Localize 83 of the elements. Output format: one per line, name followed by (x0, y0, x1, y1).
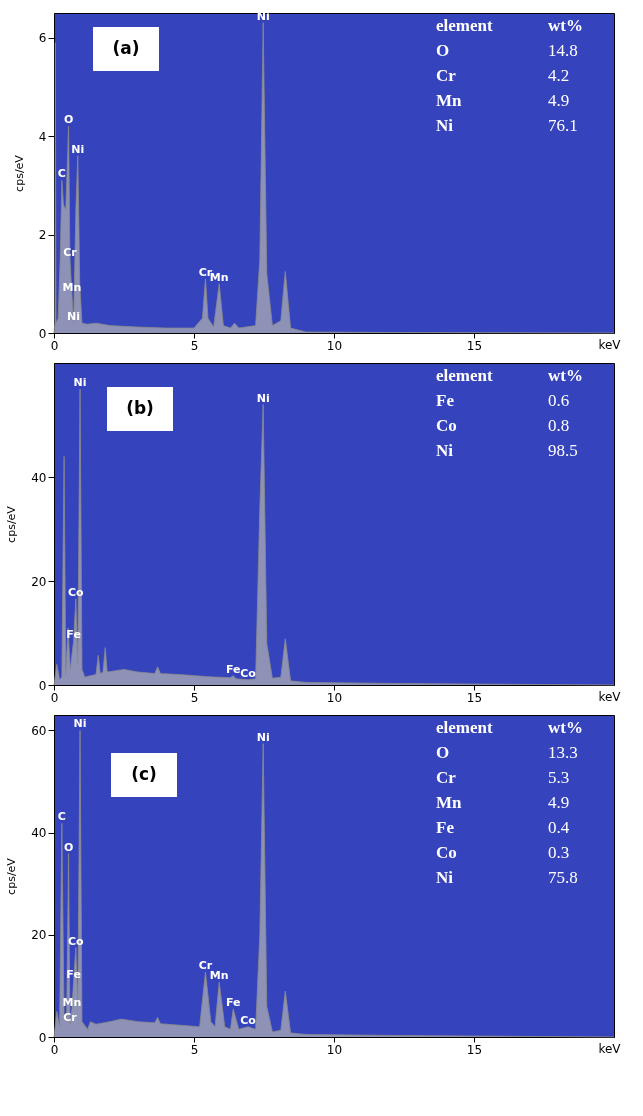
annotation: C (57, 167, 66, 181)
annotation: Fe (225, 662, 241, 676)
annotation: 4.2 (548, 65, 570, 85)
x-tick-label: 15 (466, 1042, 483, 1057)
annotation: Mn (436, 792, 463, 812)
x-tick-label: 0 (50, 690, 59, 705)
annotation: Ni (256, 730, 270, 744)
annotation: Co (68, 934, 85, 948)
y-tick-label: 60 (31, 723, 47, 738)
annotation: Ni (436, 867, 454, 887)
annotation: element (436, 15, 493, 35)
annotation: O (436, 742, 450, 762)
annotation: Fe (225, 995, 241, 1009)
annotation: wt% (548, 365, 583, 385)
annotation: 98.5 (548, 440, 578, 460)
annotation: 4.9 (548, 792, 570, 812)
annotation: Cr (436, 65, 457, 85)
annotation: Cr (436, 767, 457, 787)
y-tick-label: 6 (38, 31, 47, 46)
annotation: Co (68, 585, 85, 599)
annotation: Fe (436, 817, 455, 837)
annotation: 76.1 (548, 115, 578, 135)
x-tick-label: 5 (190, 1042, 199, 1057)
annotation: Co (240, 1013, 257, 1027)
annotation: O (63, 113, 74, 127)
annotation: 5.3 (548, 767, 570, 787)
annotation: O (63, 840, 74, 854)
annotation: Fe (66, 627, 81, 641)
y-tick-label: 0 (38, 326, 47, 341)
annotation: Co (436, 842, 457, 862)
annotation: element (436, 717, 493, 737)
x-tick-label: 5 (190, 338, 199, 353)
annotation: 4.9 (548, 90, 570, 110)
annotation: Mn (209, 969, 229, 983)
annotation: 13.3 (548, 742, 578, 762)
x-axis-title: keV (598, 1041, 622, 1056)
x-tick-label: 15 (466, 338, 483, 353)
annotation: 0.4 (548, 817, 570, 837)
y-tick-label: 40 (31, 470, 47, 485)
annotation: Mn (436, 90, 463, 110)
x-axis-title: keV (598, 689, 622, 704)
annotation: (c) (131, 764, 157, 784)
annotation: Ni (436, 440, 454, 460)
annotation: Ni (73, 375, 87, 389)
x-tick-label: 15 (466, 690, 483, 705)
annotation: (b) (126, 398, 154, 418)
annotation: 75.8 (548, 867, 578, 887)
x-axis-title: keV (598, 337, 622, 352)
y-tick-label: 0 (38, 1030, 47, 1045)
y-axis-title: cps/eV (12, 154, 26, 192)
annotation: 0.8 (548, 415, 570, 435)
y-tick-label: 20 (31, 574, 47, 589)
annotation: Cr (63, 1011, 78, 1025)
annotation: 0.6 (548, 390, 570, 410)
y-tick-label: 20 (31, 928, 47, 943)
x-tick-label: 10 (326, 1042, 343, 1057)
x-tick-label: 0 (50, 338, 59, 353)
y-tick-label: 0 (38, 678, 47, 693)
annotation: Ni (436, 115, 454, 135)
x-tick-label: 10 (326, 338, 343, 353)
annotation: (a) (112, 38, 140, 58)
y-axis-title: cps/eV (5, 857, 19, 895)
x-tick-label: 5 (190, 690, 199, 705)
annotation: Co (240, 666, 257, 680)
annotation: C (57, 810, 66, 824)
annotation: Ni (256, 391, 270, 405)
annotation: Ni (71, 142, 85, 156)
annotation: Fe (436, 390, 455, 410)
annotation: 0.3 (548, 842, 570, 862)
x-tick-label: 0 (50, 1042, 59, 1057)
annotation: Ni (67, 310, 81, 324)
y-axis-title: cps/eV (5, 505, 19, 543)
y-tick-label: 2 (38, 228, 47, 243)
x-tick-label: 10 (326, 690, 343, 705)
annotation: element (436, 365, 493, 385)
annotation: 14.8 (548, 40, 578, 60)
annotation: Ni (73, 717, 87, 731)
y-tick-label: 4 (38, 129, 47, 144)
y-tick-label: 40 (31, 826, 47, 841)
annotation: wt% (548, 15, 583, 35)
annotation: Co (436, 415, 457, 435)
annotation: O (436, 40, 450, 60)
annotation: wt% (548, 717, 583, 737)
